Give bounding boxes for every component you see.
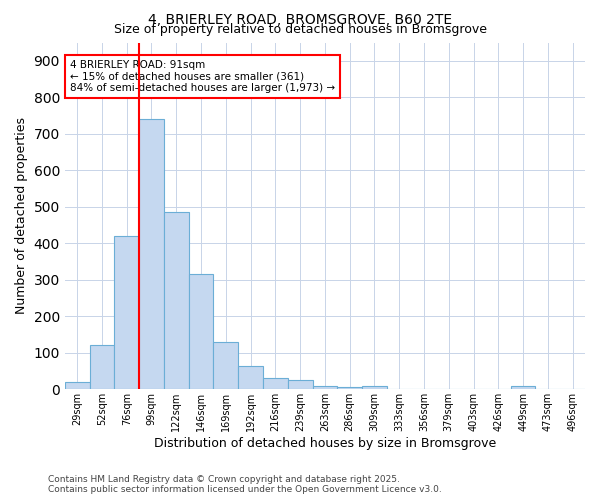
Bar <box>164 212 188 390</box>
Bar <box>89 346 115 390</box>
Bar <box>362 386 387 390</box>
Bar <box>65 382 89 390</box>
Bar <box>263 378 288 390</box>
Text: Contains HM Land Registry data © Crown copyright and database right 2025.
Contai: Contains HM Land Registry data © Crown c… <box>48 474 442 494</box>
Bar <box>337 388 362 390</box>
Text: Size of property relative to detached houses in Bromsgrove: Size of property relative to detached ho… <box>113 22 487 36</box>
X-axis label: Distribution of detached houses by size in Bromsgrove: Distribution of detached houses by size … <box>154 437 496 450</box>
Text: 4, BRIERLEY ROAD, BROMSGROVE, B60 2TE: 4, BRIERLEY ROAD, BROMSGROVE, B60 2TE <box>148 12 452 26</box>
Bar <box>288 380 313 390</box>
Bar <box>238 366 263 390</box>
Bar <box>139 119 164 390</box>
Bar <box>115 236 139 390</box>
Bar <box>214 342 238 390</box>
Y-axis label: Number of detached properties: Number of detached properties <box>15 118 28 314</box>
Bar <box>313 386 337 390</box>
Text: 4 BRIERLEY ROAD: 91sqm
← 15% of detached houses are smaller (361)
84% of semi-de: 4 BRIERLEY ROAD: 91sqm ← 15% of detached… <box>70 60 335 93</box>
Bar <box>511 386 535 390</box>
Bar <box>188 274 214 390</box>
